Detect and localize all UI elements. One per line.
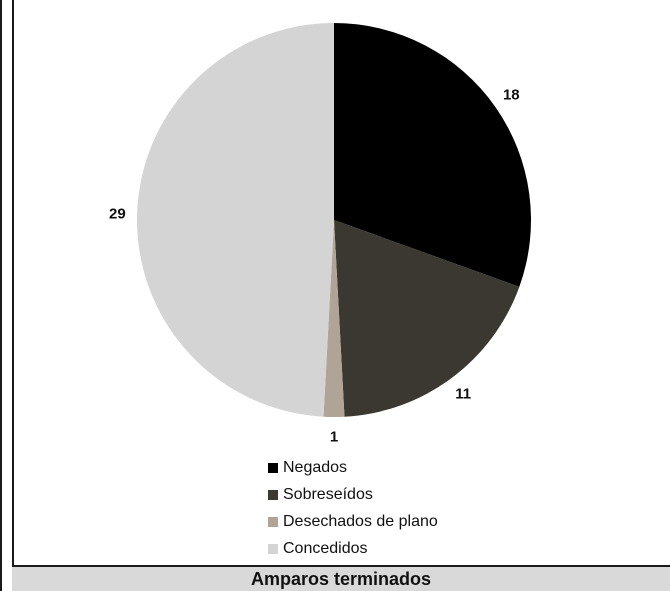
legend-label: Sobreseídos (283, 485, 373, 503)
data-label: 1 (329, 428, 339, 446)
legend-swatch (268, 489, 278, 500)
data-label: 18 (502, 86, 520, 104)
legend: Negados Sobreseídos Desechados de plano Con… (268, 454, 488, 562)
pie-slice-concedidos (137, 23, 334, 417)
pie-slice-sobrese-dos (334, 220, 520, 417)
legend-label: Concedidos (283, 539, 368, 557)
legend-label: Negados (283, 458, 348, 476)
data-label: 11 (455, 385, 472, 403)
legend-item: Desechados de plano (268, 508, 488, 535)
pie-chart: 18 11 1 29 Negados Sobreseídos Desechados de … (109, 23, 531, 562)
outer-border (0, 0, 2, 591)
pie-slice-desechados-de-plano (323, 220, 345, 418)
pie-svg (137, 23, 531, 418)
legend-label: Desechados de plano (283, 512, 438, 530)
chart-frame (12, 0, 668, 591)
footer-title: Amparos terminados (250, 568, 432, 589)
legend-item: Concedidos (268, 535, 488, 562)
legend-swatch (268, 516, 278, 527)
legend-swatch (268, 543, 278, 554)
legend-swatch (268, 462, 278, 473)
data-label: 29 (109, 205, 126, 223)
legend-item: Negados (268, 454, 488, 481)
footer-bar: Amparos terminados (12, 565, 670, 591)
legend-item: Sobreseídos (268, 481, 488, 508)
pie-slice-negados (334, 23, 531, 287)
